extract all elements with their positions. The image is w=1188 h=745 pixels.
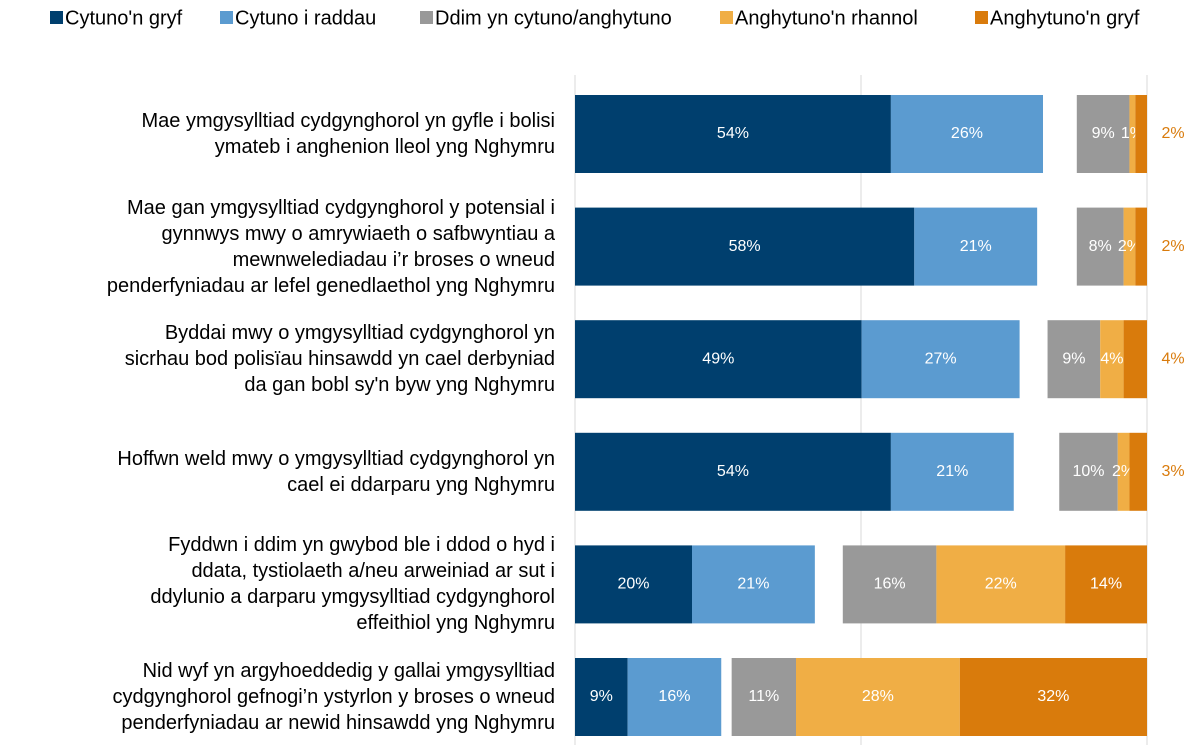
data-label: 32%: [1037, 688, 1069, 705]
category-label: Mae ymgysylltiad cydgynghorol yn gyfle i…: [141, 110, 555, 158]
bar-segment: [796, 658, 960, 736]
data-label: 11%: [748, 688, 779, 705]
bar-segment: [1123, 207, 1136, 286]
data-label: 21%: [936, 463, 968, 480]
data-label: 20%: [617, 576, 649, 593]
bar-segment: [1059, 432, 1118, 511]
data-label: 2%: [1112, 463, 1135, 480]
legend-swatch: [975, 11, 988, 24]
data-label: 9%: [1062, 350, 1085, 367]
data-label: 54%: [717, 125, 749, 142]
category-label: Mae gan ymgysylltiad cydgynghorol y pote…: [106, 196, 555, 297]
bar-segment: [575, 432, 891, 511]
legend-swatch: [720, 11, 733, 24]
data-label: 49%: [702, 350, 734, 367]
data-label: 2%: [1161, 125, 1184, 142]
data-label: 28%: [862, 688, 894, 705]
data-label: 16%: [874, 576, 906, 593]
bar-segment: [1117, 432, 1130, 511]
bar-segment: [575, 545, 692, 624]
legend-swatch: [220, 11, 233, 24]
category-label: Hoffwn weld mwy o ymgysylltiad cydgyngho…: [117, 447, 555, 496]
bar-segment: [1076, 207, 1124, 286]
data-label: 58%: [729, 238, 761, 255]
bar-segment: [1065, 545, 1147, 624]
bar-segment: [731, 658, 796, 736]
bar-segment: [861, 320, 1020, 399]
data-label: 54%: [717, 463, 749, 480]
bar-segment: [842, 545, 937, 624]
data-label: 8%: [1089, 238, 1112, 255]
data-label: 9%: [590, 688, 613, 705]
data-label: 4%: [1161, 350, 1184, 367]
bar-segment: [890, 95, 1043, 173]
bar-segment: [936, 545, 1066, 624]
data-label: 22%: [985, 576, 1017, 593]
category-label: Fyddwn i ddim yn gwybod ble i ddod o hyd…: [150, 534, 555, 635]
legend-label: Ddim yn cytuno/anghytuno: [435, 7, 672, 29]
legend-label: Cytuno i raddau: [235, 7, 376, 29]
legend-label: Cytuno'n gryf: [65, 7, 183, 29]
data-label: 10%: [1072, 463, 1104, 480]
legend-label: Anghytuno'n rhannol: [735, 7, 918, 29]
bar-segment: [575, 95, 891, 173]
category-label: Byddai mwy o ymgysylltiad cydgynghorol y…: [124, 322, 555, 397]
bar-segment: [1135, 207, 1147, 286]
bar-segment: [1123, 320, 1147, 399]
data-label: 9%: [1092, 125, 1115, 142]
bar-segment: [575, 320, 862, 399]
bar-segment: [914, 207, 1038, 286]
data-label: 16%: [658, 688, 690, 705]
legend-swatch: [420, 11, 433, 24]
data-label: 2%: [1118, 238, 1141, 255]
bar-segment: [1135, 95, 1147, 173]
bar-segment: [1076, 95, 1130, 173]
data-label: 21%: [960, 238, 992, 255]
bar-segment: [1129, 432, 1147, 511]
bar-segment: [1047, 320, 1101, 399]
data-label: 21%: [737, 576, 769, 593]
bar-segment: [627, 658, 722, 736]
bar-segment: [575, 207, 915, 286]
data-label: 14%: [1090, 576, 1122, 593]
bar-segment: [1100, 320, 1124, 399]
bar-segment: [890, 432, 1014, 511]
bar-segment: [692, 545, 815, 624]
data-label: 2%: [1161, 238, 1184, 255]
data-label: 26%: [951, 125, 983, 142]
bar-segment: [575, 658, 628, 736]
legend-swatch: [50, 11, 63, 24]
data-label: 27%: [925, 350, 957, 367]
bar-segment: [959, 658, 1147, 736]
legend-label: Anghytuno'n gryf: [990, 7, 1140, 29]
data-label: 4%: [1100, 350, 1123, 367]
data-label: 3%: [1161, 463, 1184, 480]
category-label: Nid wyf yn argyhoeddedig y gallai ymgysy…: [112, 660, 555, 734]
bar-segment: [1129, 95, 1136, 173]
